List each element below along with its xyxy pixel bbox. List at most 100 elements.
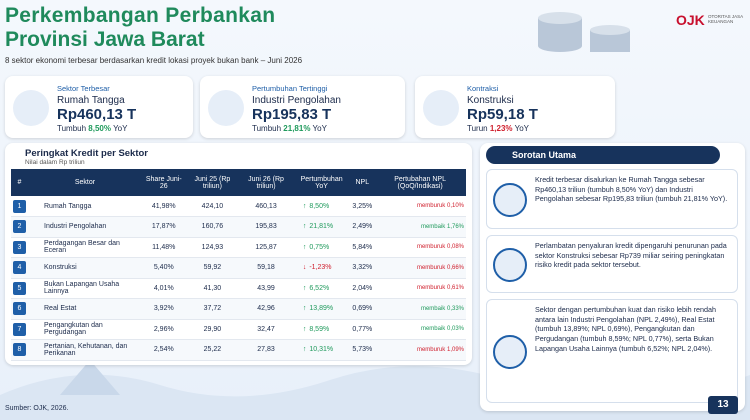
card-note-text: Turun [467,124,488,133]
column-header: NPL [350,169,375,196]
share: 2,54% [142,339,186,361]
npl: 3,25% [350,196,375,217]
sector: Pertanian, Kehutanan, dan Perikanan [42,339,142,361]
npl-change: memburuk 0,08% [374,237,466,258]
rank-cell: 4 [11,257,28,279]
share: 41,98% [142,196,186,217]
growth-arrow: ↑ [302,305,307,313]
june-25: 59,92 [185,257,240,279]
growth-arrow: ↑ [302,223,307,231]
npl-change: memburuk 0,61% [374,278,466,299]
page-number: 13 [708,396,738,414]
growth: 8,50% [309,202,330,210]
june-26: 43,99 [239,278,293,299]
june-26: 125,87 [239,237,293,258]
growth: 6,52% [309,284,330,292]
npl-change: memburuk 0,10% [374,196,466,217]
growth: -1,23% [309,264,332,272]
highlight-text: Kredit terbesar disalurkan ke Rumah Tang… [535,175,728,204]
table: # Sektor Share Juni-26 Juni 25 (Rp triliun)… [11,169,466,361]
highlights-title: Sorotan Utama [512,150,577,160]
card-label: Pertumbuhan Tertinggi [252,84,328,93]
column-header: # [11,169,28,196]
title: Perkembangan Perbankan [5,4,276,27]
sector-icon [28,339,42,361]
sector: Industri Pengolahan [42,216,142,238]
column-header: Juni 25 (Rp triliun) [185,169,240,196]
table-row: 4 Konstruksi 5,40% 59,92 59,18 ↓ -1,23% 3,32% me… [11,257,466,279]
npl: 3,32% [350,257,375,279]
rank: 6 [13,302,26,316]
share: 11,48% [142,237,186,258]
june-26: 42,96 [239,298,293,320]
logo-text: OTORITAS JASA KEUANGAN [708,14,743,24]
highlight-box: Perlambatan penyaluran kredit dipengaruh… [486,235,738,293]
june-25: 124,93 [185,237,240,258]
npl: 0,77% [350,319,375,340]
sector: Pengangkutan dan Pergudangan [42,319,142,340]
rank: 7 [13,322,26,336]
june-26: 195,83 [239,216,293,238]
growth-cell: ↑ 13,89% [292,298,351,320]
june-26: 32,47 [239,319,293,340]
table-row: 7 Pengangkutan dan Pergudangan 2,96% 29,90 3… [11,319,466,340]
summary-card: Sektor Terbesar Rumah Tangga Rp460,13 T Tum… [5,76,193,138]
table-title: Peringkat Kredit per Sektor [25,148,149,159]
highlight-icon [493,335,527,369]
rank-cell: 3 [11,237,28,258]
rank: 2 [13,220,26,234]
table-subtitle: Nilai dalam Rp triliun [25,159,85,166]
june-25: 29,90 [185,319,240,340]
rank: 4 [13,261,26,275]
rank-cell: 1 [11,196,28,217]
npl-change: membaik 0,03% [374,319,466,340]
card-label: Kontraksi [467,84,499,93]
card-note: Tumbuh 8,50% YoY [57,124,127,133]
highlight-text: Perlambatan penyaluran kredit dipengaruh… [535,241,727,270]
growth-arrow: ↑ [302,284,307,292]
rank: 1 [13,199,26,213]
share: 3,92% [142,298,186,320]
growth-arrow: ↑ [302,243,307,251]
growth-cell: ↑ 0,75% [292,237,351,258]
june-25: 160,76 [185,216,240,238]
growth-arrow: ↑ [302,325,307,333]
npl-change: memburuk 0,66% [374,257,466,279]
june-25: 25,22 [185,339,240,361]
source: Sumber: OJK, 2026. [5,405,69,412]
sector-icon [28,237,42,258]
column-header: Pertumbuhan YoY [292,169,351,196]
card-note-text: Tumbuh [57,124,87,133]
card-icon [13,90,49,126]
rank: 5 [13,281,26,295]
highlight-icon [493,248,527,282]
sector-icon [28,298,42,320]
growth-arrow: ↑ [302,202,307,210]
card-name: Rumah Tangga [57,95,125,106]
summary-card: Pertumbuhan Tertinggi Industri Pengolahan… [200,76,405,138]
card-highlight: 21,81% [283,124,311,133]
highlight-icon [493,183,527,217]
growth-cell: ↑ 8,59% [292,319,351,340]
title: Provinsi Jawa Barat [5,28,205,51]
rank: 8 [13,343,26,357]
rank-cell: 5 [11,278,28,299]
column-header: Sektor [28,169,142,196]
card-note: Turun 1,23% YoY [467,124,529,133]
table-row: 3 Perdagangan Besar dan Eceran 11,48% 124,9… [11,237,466,258]
sector: Perdagangan Besar dan Eceran [42,237,142,258]
card-value: Rp460,13 T [57,106,137,123]
table-row: 6 Real Estat 3,92% 37,72 42,96 ↑ 13,89% 0,69% me… [11,298,466,320]
growth-cell: ↑ 6,52% [292,278,351,299]
share: 5,40% [142,257,186,279]
npl-change: membaik 1,76% [374,216,466,238]
growth-cell: ↑ 21,81% [292,216,351,238]
npl: 0,69% [350,298,375,320]
sector-icon [28,196,42,217]
growth: 21,81% [309,223,334,231]
subtitle: 8 sektor ekonomi terbesar berdasarkan kr… [5,56,303,65]
growth-arrow: ↑ [302,346,307,354]
card-suffix: YoY [514,124,529,133]
card-value: Rp59,18 T [467,106,538,123]
